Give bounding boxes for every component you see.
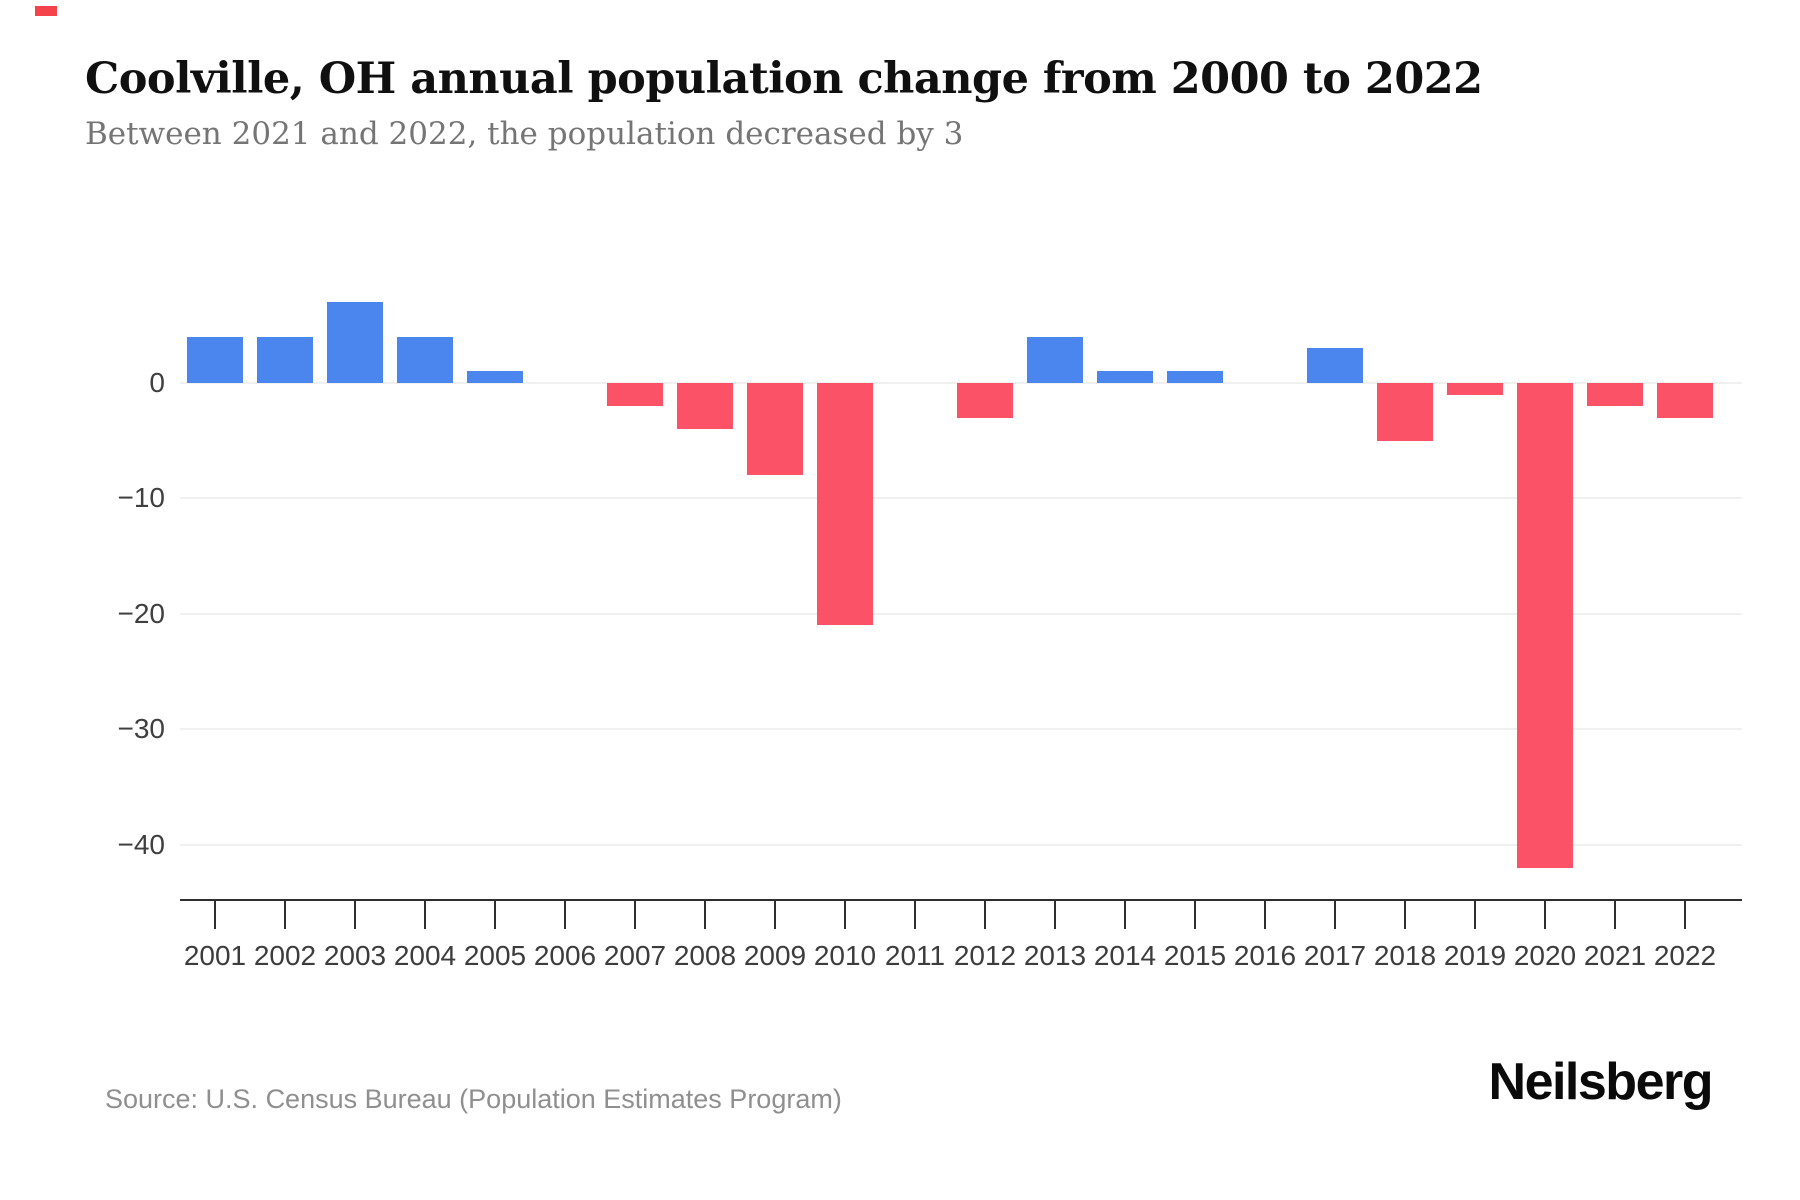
- bar-2013[interactable]: [1027, 336, 1083, 383]
- y-axis-label: 0: [149, 367, 165, 398]
- chart-title: Coolville, OH annual population change f…: [85, 54, 1483, 104]
- x-axis-line: [180, 899, 1742, 901]
- x-axis-label-2008: 2008: [673, 940, 737, 971]
- bar-2017[interactable]: [1307, 348, 1363, 383]
- bar-2020[interactable]: [1517, 383, 1573, 868]
- x-axis-label-2001: 2001: [183, 940, 247, 971]
- x-axis-tick: [984, 901, 986, 929]
- x-axis-label-2012: 2012: [953, 940, 1017, 971]
- chart-subtitle: Between 2021 and 2022, the population de…: [85, 116, 964, 152]
- bar-2002[interactable]: [257, 336, 313, 383]
- x-axis-label-2009: 2009: [743, 940, 807, 971]
- bar-2001[interactable]: [187, 336, 243, 383]
- x-axis-label-2011: 2011: [884, 940, 946, 971]
- bar-2022[interactable]: [1657, 383, 1713, 418]
- x-axis-label-2016: 2016: [1233, 940, 1297, 971]
- brand-logo: Neilsberg: [1488, 1053, 1714, 1111]
- y-axis-label: −10: [117, 482, 166, 514]
- x-axis-tick: [1404, 901, 1406, 929]
- x-axis-tick: [704, 901, 706, 929]
- bar-2004[interactable]: [397, 336, 453, 383]
- x-axis-label-2014: 2014: [1093, 940, 1157, 971]
- bar-2018[interactable]: [1377, 383, 1433, 441]
- x-axis-tick: [1684, 901, 1686, 929]
- x-axis-label-2003: 2003: [323, 940, 387, 971]
- y-axis-label: −40: [117, 828, 166, 860]
- x-axis-tick: [914, 901, 916, 929]
- x-axis-tick: [1264, 901, 1266, 929]
- top-left-marker: [35, 6, 57, 16]
- x-axis-tick: [1474, 901, 1476, 929]
- bar-2007[interactable]: [607, 383, 663, 407]
- x-axis-label-2015: 2015: [1163, 940, 1227, 971]
- x-axis-label-2019: 2019: [1443, 940, 1507, 971]
- bar-2003[interactable]: [327, 302, 383, 383]
- x-axis-label-2002: 2002: [253, 940, 317, 971]
- y-axis-label: −20: [117, 597, 166, 629]
- bar-2010[interactable]: [817, 383, 873, 626]
- bar-2021[interactable]: [1587, 383, 1643, 407]
- x-axis-tick: [1194, 901, 1196, 929]
- gridline-−40: [180, 843, 1742, 846]
- x-axis-label-2004: 2004: [393, 940, 457, 971]
- x-axis-label-2007: 2007: [603, 940, 667, 971]
- x-axis-label-2020: 2020: [1513, 940, 1577, 971]
- bar-2019[interactable]: [1447, 383, 1503, 395]
- x-axis-label-2017: 2017: [1303, 940, 1367, 971]
- x-axis-tick: [494, 901, 496, 929]
- y-axis-label: −30: [117, 713, 166, 745]
- x-axis-tick: [1614, 901, 1616, 929]
- x-axis-tick: [1544, 901, 1546, 929]
- x-axis-tick: [354, 901, 356, 929]
- x-axis-tick: [844, 901, 846, 929]
- bar-2009[interactable]: [747, 383, 803, 476]
- x-axis-label-2013: 2013: [1023, 940, 1087, 971]
- bar-2008[interactable]: [677, 383, 733, 430]
- gridline-−10: [180, 497, 1742, 500]
- x-axis-tick: [424, 901, 426, 929]
- bar-2015[interactable]: [1167, 371, 1223, 383]
- x-axis-tick: [634, 901, 636, 929]
- x-axis-tick: [1334, 901, 1336, 929]
- x-axis-label-2021: 2021: [1583, 940, 1647, 971]
- gridline-−30: [180, 728, 1742, 731]
- x-axis-tick: [564, 901, 566, 929]
- x-axis-label-2018: 2018: [1373, 940, 1437, 971]
- x-axis-label-2006: 2006: [533, 940, 597, 971]
- x-axis-tick: [214, 901, 216, 929]
- bar-2014[interactable]: [1097, 371, 1153, 383]
- x-axis-label-2010: 2010: [813, 940, 877, 971]
- bar-2012[interactable]: [957, 383, 1013, 418]
- x-axis-tick: [284, 901, 286, 929]
- x-axis-label-2005: 2005: [463, 940, 527, 971]
- x-axis-tick: [1054, 901, 1056, 929]
- source-attribution: Source: U.S. Census Bureau (Population E…: [105, 1084, 842, 1114]
- bar-2005[interactable]: [467, 371, 523, 383]
- gridline-−20: [180, 612, 1742, 615]
- x-axis-label-2022: 2022: [1653, 940, 1717, 971]
- x-axis-tick: [1124, 901, 1126, 929]
- x-axis-tick: [774, 901, 776, 929]
